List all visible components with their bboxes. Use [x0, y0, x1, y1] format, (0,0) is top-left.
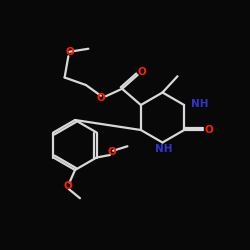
Text: O: O [63, 181, 72, 191]
Text: O: O [107, 147, 116, 157]
Text: O: O [138, 67, 146, 77]
Text: O: O [65, 47, 74, 57]
Text: NH: NH [191, 99, 209, 109]
Text: O: O [204, 125, 213, 135]
Text: O: O [97, 93, 106, 103]
Text: NH: NH [155, 144, 172, 154]
